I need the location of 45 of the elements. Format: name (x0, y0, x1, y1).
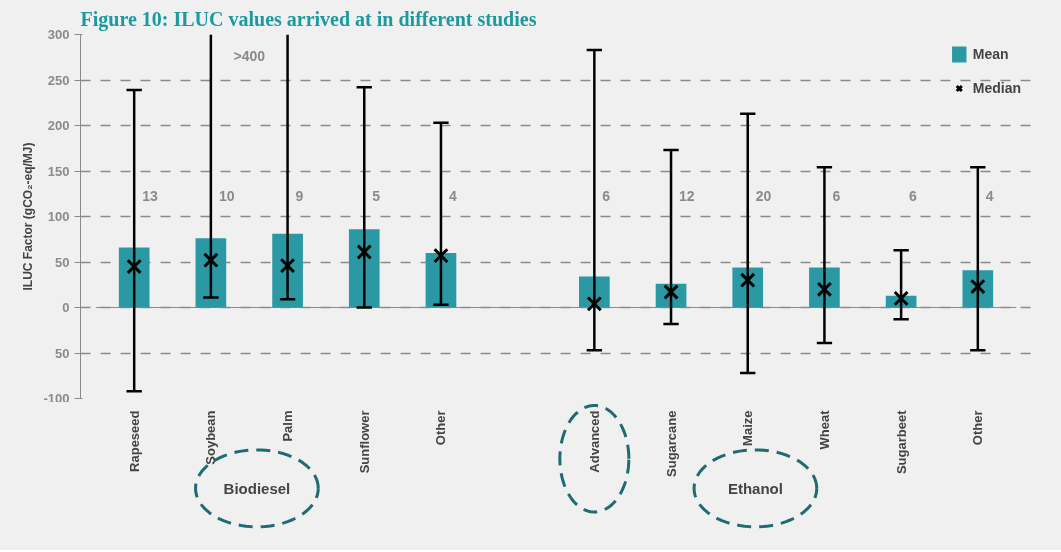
annotation: 10 (218, 187, 235, 204)
x-tick-label: Rapeseed (126, 410, 142, 472)
x-tick-label: Sugarbeet (893, 409, 909, 475)
y-axis-title: ILUC Factor (gCO₂-eq/MJ) (21, 142, 36, 291)
annotation: 13 (142, 187, 158, 204)
y-tick-label: 150 (47, 163, 70, 179)
y-tick-label: 50 (55, 254, 70, 270)
annotation: 5 (372, 187, 381, 204)
x-tick-label: Sugarcane (663, 410, 679, 477)
legend-label: Median (972, 80, 1021, 96)
annotation: 20 (755, 187, 772, 204)
legend-label: Mean (972, 46, 1009, 62)
y-tick-label: 200 (47, 118, 70, 133)
y-tick-label: 50 (55, 345, 70, 361)
annotation: 6 (909, 187, 918, 204)
annotation: 4 (985, 187, 994, 204)
y-tick-label: 0 (62, 300, 70, 315)
x-tick-label: Advanced (586, 410, 602, 473)
annotation: 9 (295, 187, 304, 204)
point (279, 257, 296, 274)
x-tick-label: Other (970, 410, 986, 446)
annotation: 4 (448, 187, 457, 204)
y-tick-label: 250 (47, 72, 70, 88)
text: Ethanol (727, 479, 783, 497)
annotation: 12 (679, 187, 695, 204)
text: Biodiesel (223, 479, 291, 497)
point (893, 290, 909, 307)
x-tick-label: Maize (740, 410, 756, 446)
point (433, 247, 449, 264)
point (356, 244, 373, 260)
x-tick-label: Other (433, 410, 449, 446)
y-tick-label: 100 (47, 209, 70, 224)
x-tick-label: Palm (280, 410, 296, 442)
point (203, 252, 219, 269)
x-tick-label: Soybean (203, 410, 219, 465)
annotation: 6 (832, 187, 841, 204)
x-tick-label: Wheat (816, 409, 832, 450)
point (126, 258, 143, 275)
x-tick-label: Sunflower (356, 410, 372, 474)
y-tick-label: -100 (43, 390, 70, 406)
point (586, 296, 603, 312)
annotation: >400 (233, 48, 266, 65)
annotation: 6 (602, 187, 611, 204)
chart-title: Figure 10: ILUC values arrived at in different studies (80, 7, 537, 31)
y-tick-label: 300 (47, 27, 70, 42)
